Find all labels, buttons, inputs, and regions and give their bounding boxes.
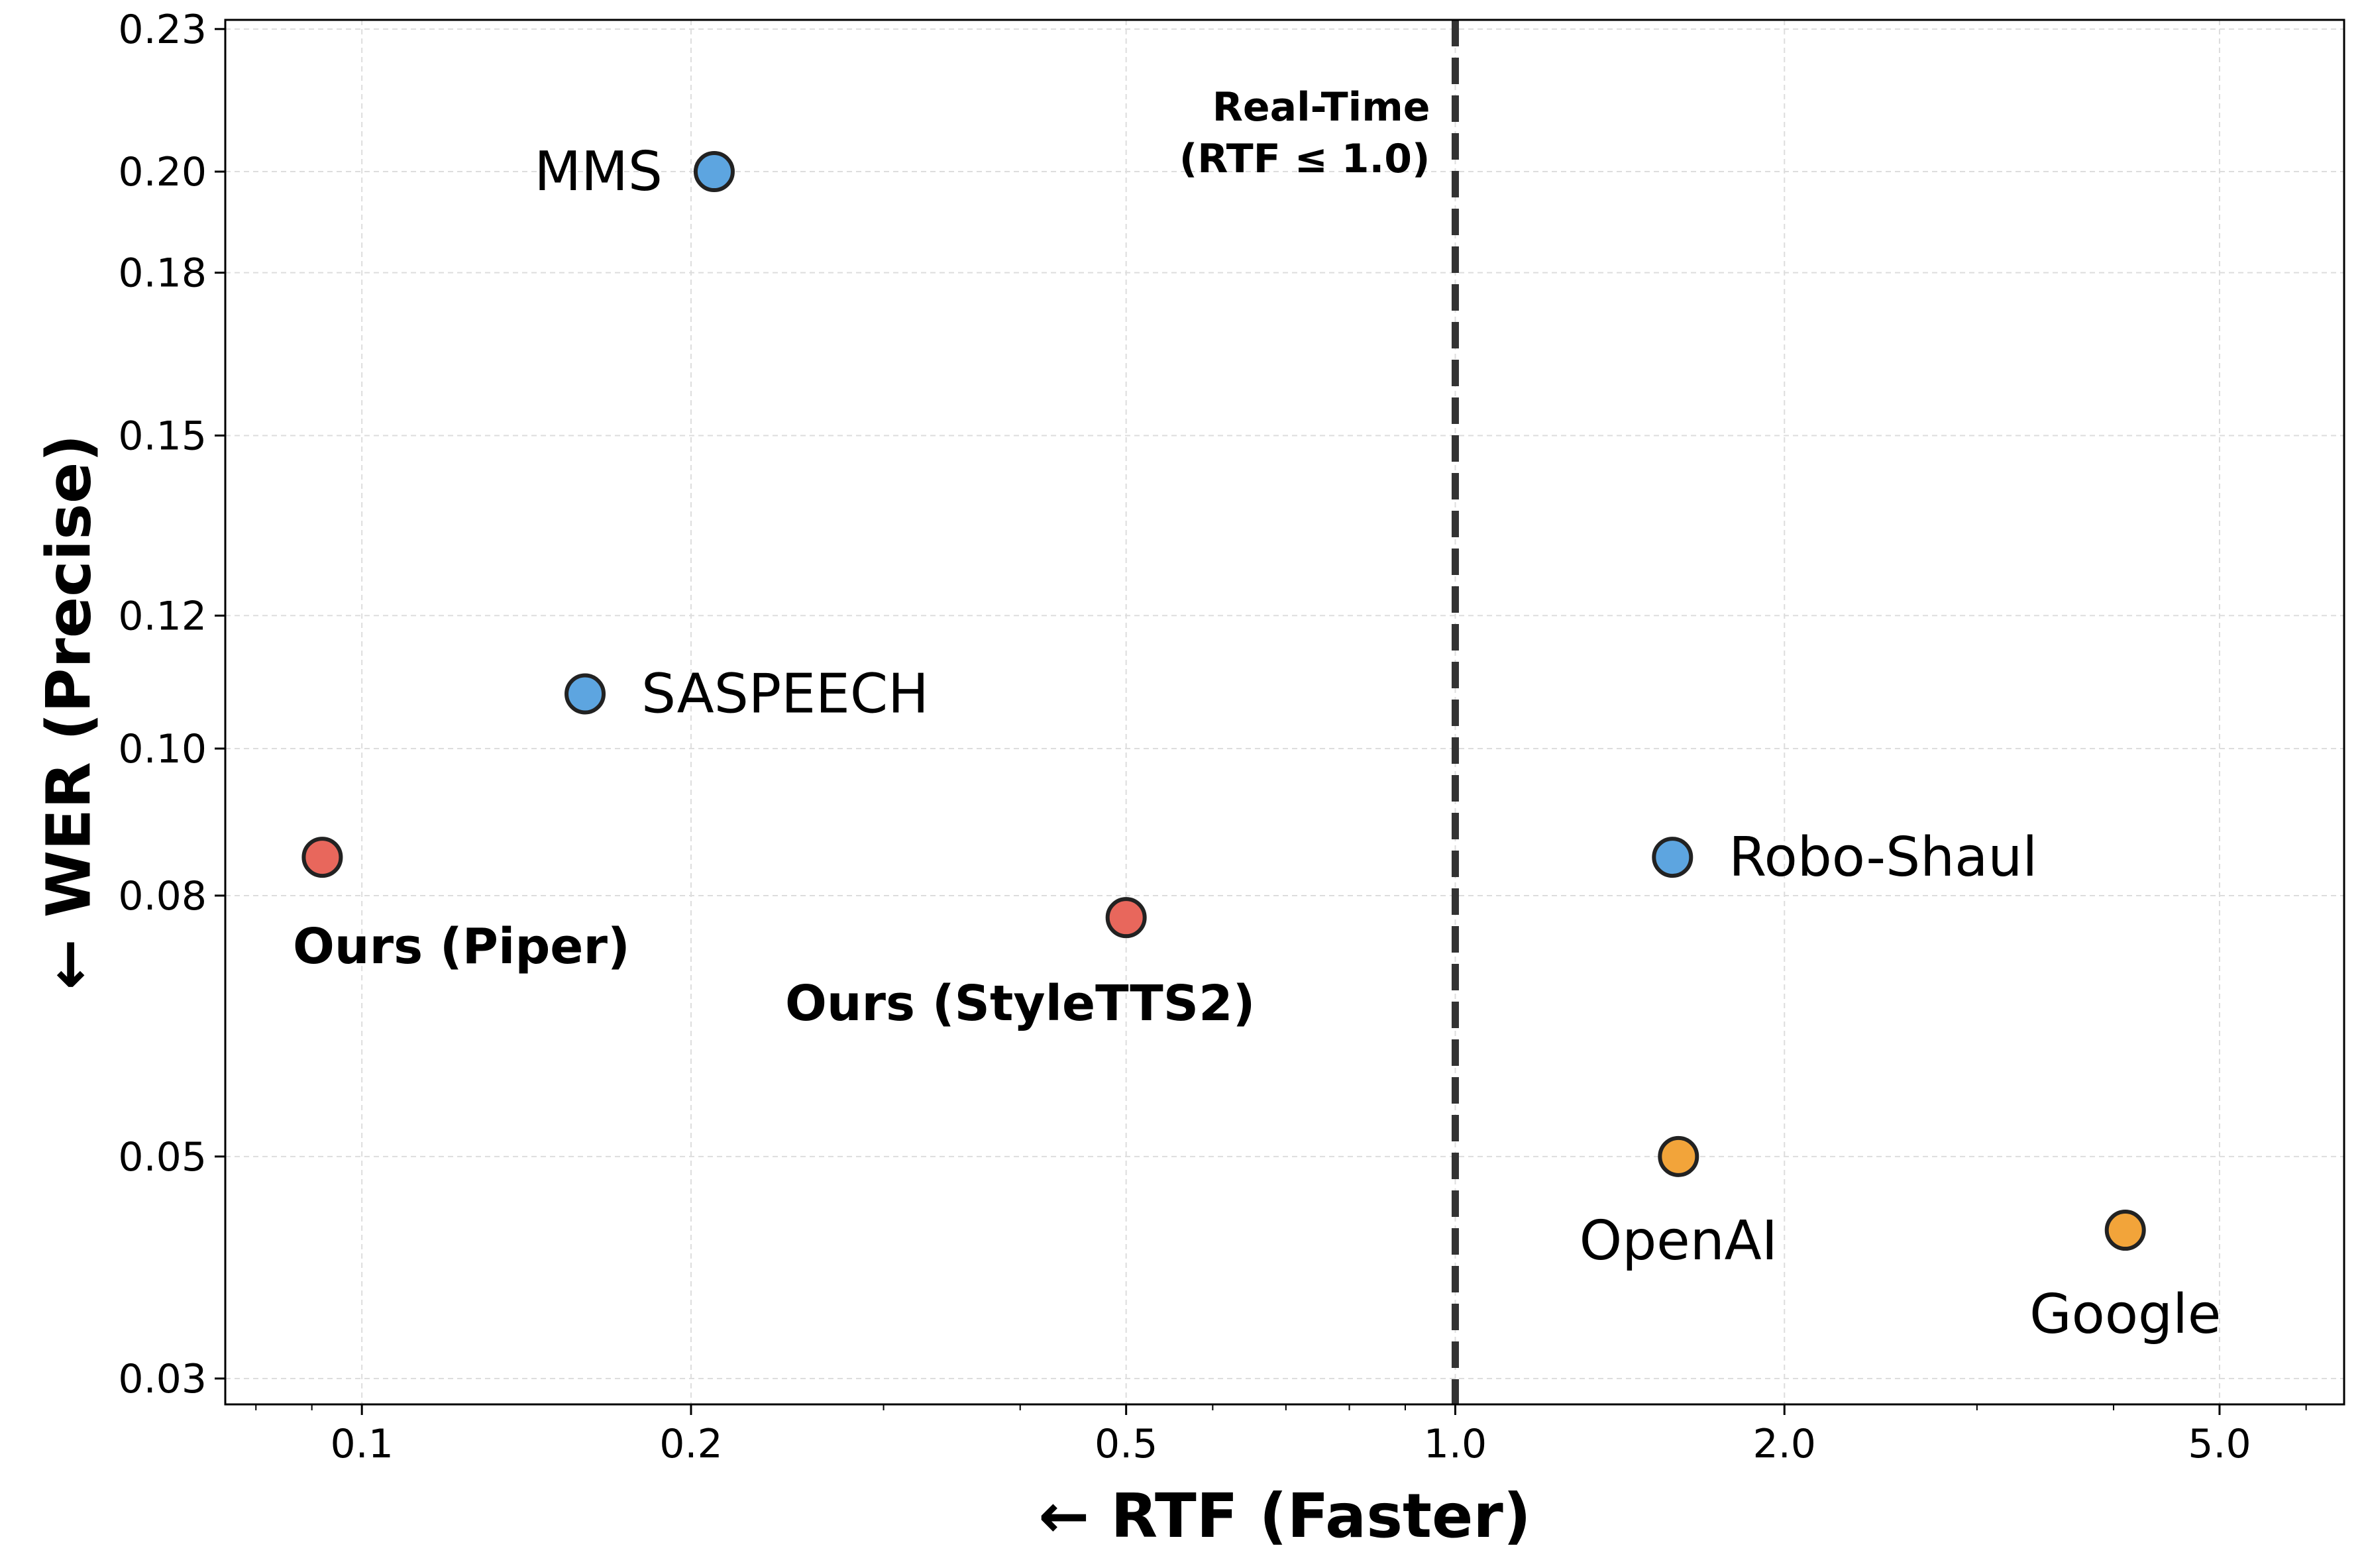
x-tick-label: 2.0 (1753, 1421, 1816, 1467)
y-tick-label: 0.15 (118, 413, 207, 459)
grid (225, 20, 2344, 1404)
data-point (693, 151, 735, 193)
x-axis-ticks: 0.1 0.2 0.5 1.0 2.0 5.0 (330, 1404, 2251, 1467)
point-label: Robo-Shaul (1729, 826, 2037, 889)
point-labels: MMS SASPEECH Ours (Piper) Ours (StyleTTS2) R… (293, 140, 2221, 1346)
data-point (1105, 897, 1147, 939)
point-label: Ours (StyleTTS2) (785, 975, 1255, 1032)
x-axis-label: ← RTF (Faster) (1038, 1481, 1531, 1551)
point-label: OpenAI (1580, 1210, 1778, 1273)
point-label: MMS (534, 140, 663, 203)
y-tick-label: 0.23 (118, 7, 207, 53)
y-tick-label: 0.12 (118, 593, 207, 639)
plot-frame (224, 19, 2345, 1406)
y-tick-label: 0.18 (118, 250, 207, 297)
y-axis-ticks: 0.03 0.05 0.08 0.10 0.12 0.15 0.18 0.20 0.23 (118, 7, 225, 1402)
data-point (1658, 1135, 1699, 1177)
x-tick-label: 5.0 (2188, 1421, 2251, 1467)
data-point (301, 837, 343, 878)
y-tick-label: 0.05 (118, 1134, 207, 1180)
x-tick-label: 0.1 (330, 1421, 393, 1467)
point-label: Google (2029, 1283, 2221, 1346)
data-point (564, 673, 606, 715)
x-tick-label: 1.0 (1424, 1421, 1487, 1467)
data-points (301, 151, 2146, 1251)
point-label: SASPEECH (641, 663, 929, 726)
x-tick-label: 0.2 (659, 1421, 722, 1467)
y-tick-label: 0.10 (118, 726, 207, 772)
point-label: Ours (Piper) (293, 918, 630, 975)
real-time-sublabel: (RTF ≤ 1.0) (1179, 136, 1430, 182)
y-tick-label: 0.08 (118, 873, 207, 919)
data-point (1652, 837, 1693, 878)
y-axis-label: ← WER (Precise) (33, 435, 104, 990)
y-tick-label: 0.20 (118, 149, 207, 195)
y-tick-label: 0.03 (118, 1356, 207, 1402)
x-tick-label: 0.5 (1095, 1421, 1157, 1467)
data-point (2104, 1210, 2146, 1251)
real-time-label: Real-Time (1212, 84, 1430, 131)
real-time-threshold: Real-Time (RTF ≤ 1.0) (1179, 20, 1459, 1404)
